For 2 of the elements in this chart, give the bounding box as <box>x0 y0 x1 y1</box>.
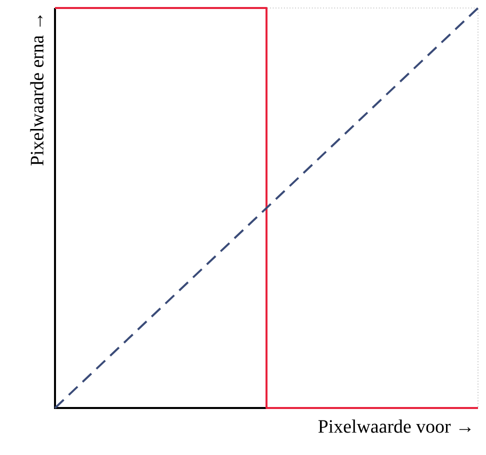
y-axis-title: Pixelwaarde erna → <box>30 15 44 166</box>
x-axis-title: Pixelwaarde voor → <box>318 420 471 433</box>
